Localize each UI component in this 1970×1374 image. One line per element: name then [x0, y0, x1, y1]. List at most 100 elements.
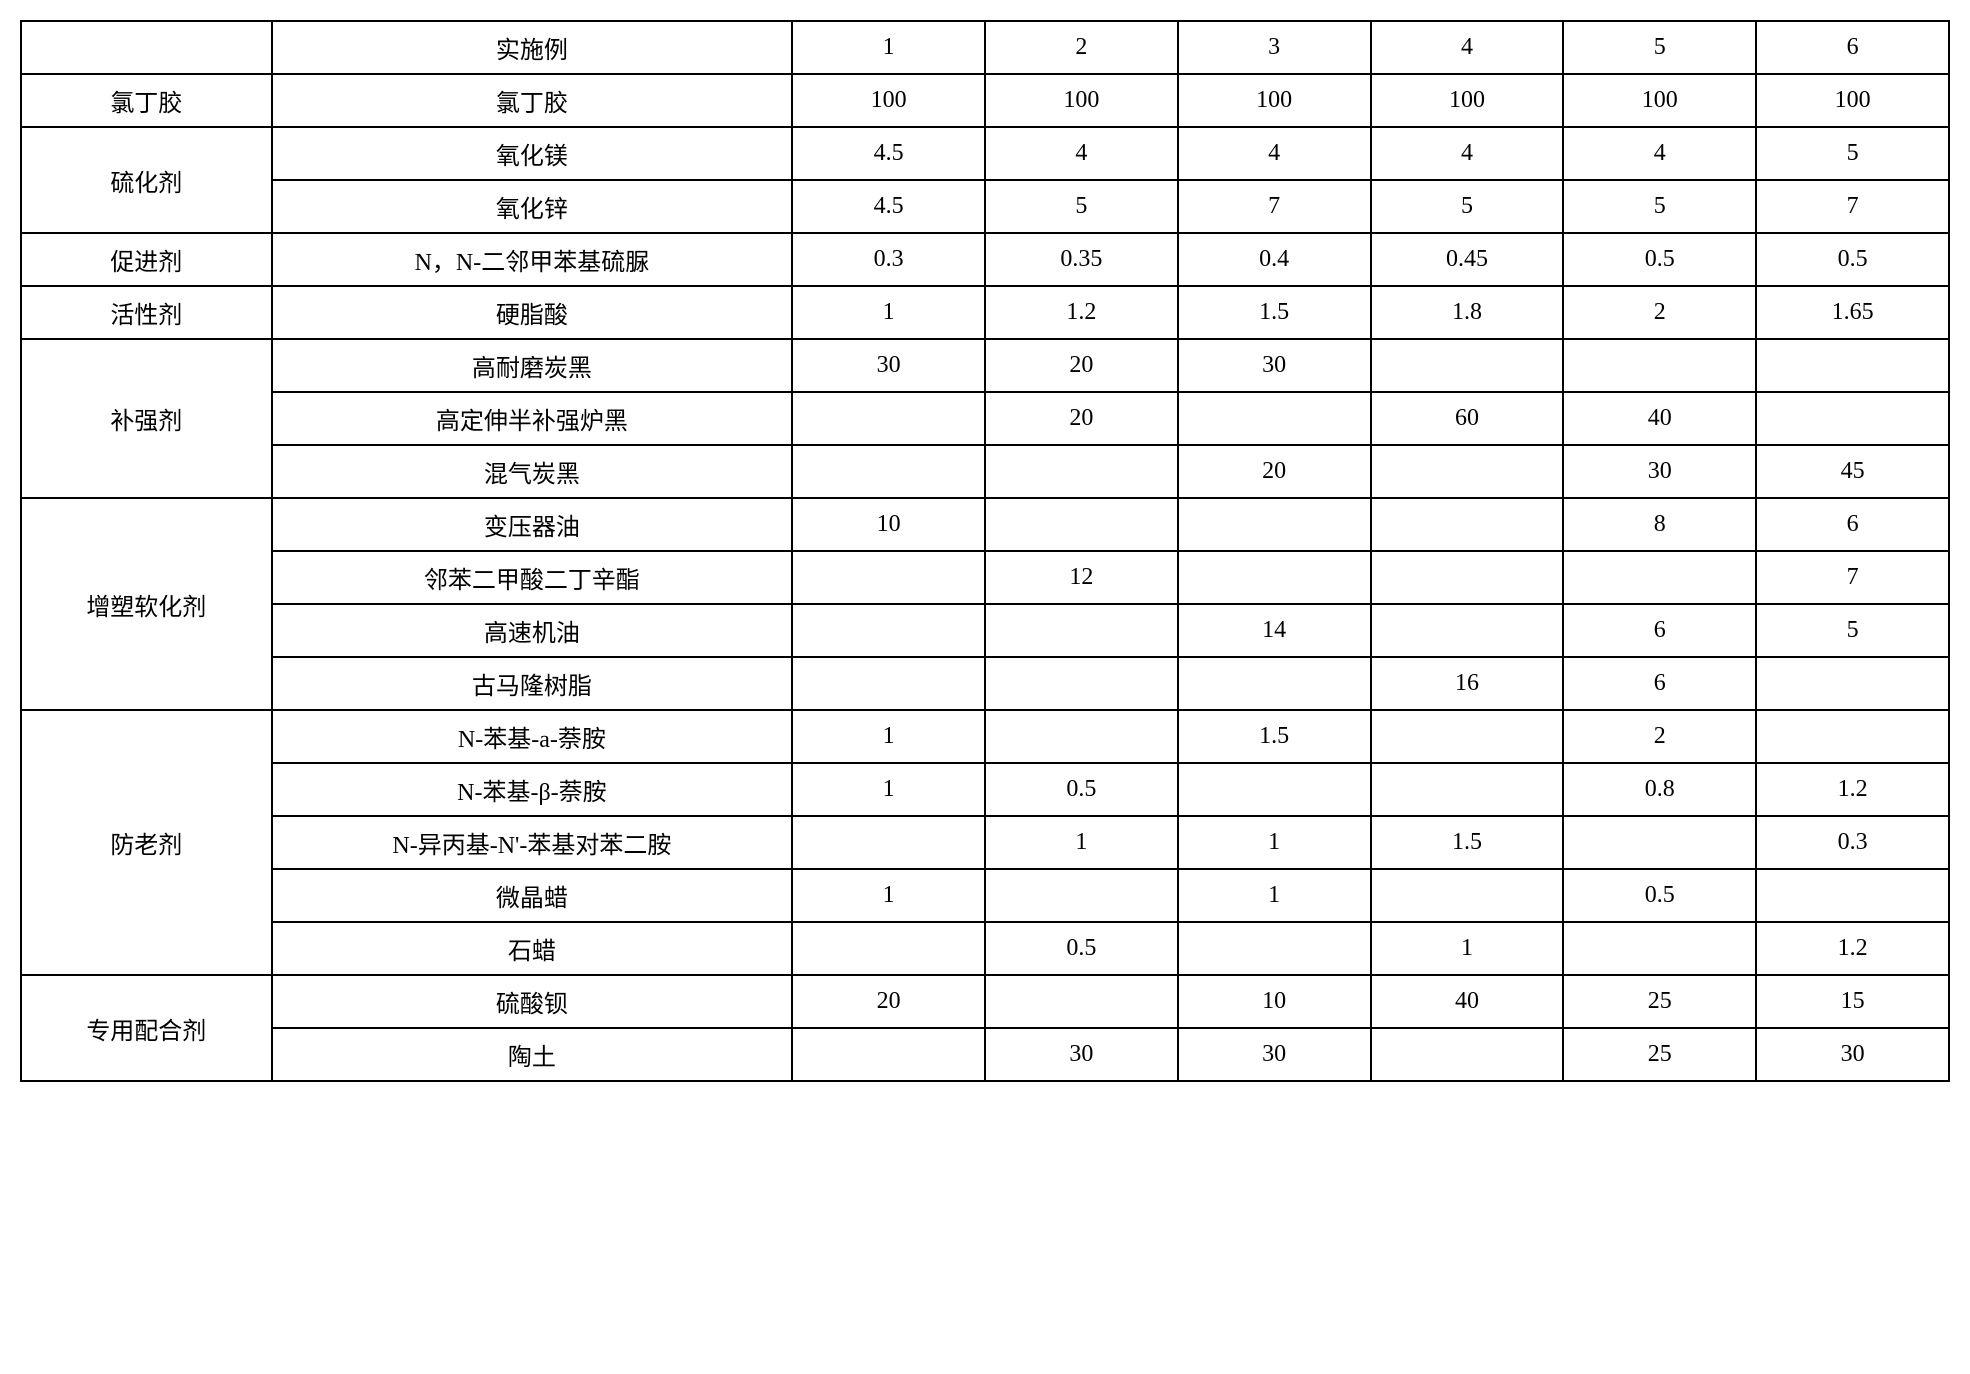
ingredient-label: 高定伸半补强炉黑 [272, 392, 793, 445]
value-cell: 40 [1371, 975, 1564, 1028]
value-cell [792, 604, 985, 657]
table-row: 促进剂N，N-二邻甲苯基硫脲0.30.350.40.450.50.5 [21, 233, 1949, 286]
value-cell [1371, 339, 1564, 392]
ingredient-label: N-苯基-a-萘胺 [272, 710, 793, 763]
table-row: N-苯基-β-萘胺10.50.81.2 [21, 763, 1949, 816]
value-cell [1563, 339, 1756, 392]
header-col-3: 3 [1178, 21, 1371, 74]
ingredient-label: 高耐磨炭黑 [272, 339, 793, 392]
value-cell: 10 [792, 498, 985, 551]
value-cell: 0.4 [1178, 233, 1371, 286]
table-body: 实施例123456氯丁胶氯丁胶100100100100100100硫化剂氧化镁4… [21, 21, 1949, 1081]
category-cell: 补强剂 [21, 339, 272, 498]
table-row: 硫化剂氧化镁4.544445 [21, 127, 1949, 180]
value-cell: 16 [1371, 657, 1564, 710]
value-cell [1371, 445, 1564, 498]
value-cell: 20 [792, 975, 985, 1028]
value-cell [1371, 763, 1564, 816]
table-row: 活性剂硬脂酸11.21.51.821.65 [21, 286, 1949, 339]
value-cell: 100 [1371, 74, 1564, 127]
value-cell: 30 [792, 339, 985, 392]
value-cell: 0.5 [1563, 233, 1756, 286]
value-cell [792, 392, 985, 445]
table-header-row: 实施例123456 [21, 21, 1949, 74]
ingredient-label: 硫酸钡 [272, 975, 793, 1028]
header-col-5: 5 [1563, 21, 1756, 74]
value-cell [1563, 551, 1756, 604]
ingredient-label: N-异丙基-N'-苯基对苯二胺 [272, 816, 793, 869]
value-cell [792, 657, 985, 710]
value-cell: 1 [985, 816, 1178, 869]
value-cell [1756, 392, 1949, 445]
ingredient-label: 微晶蜡 [272, 869, 793, 922]
table-row: 石蜡0.511.2 [21, 922, 1949, 975]
value-cell: 60 [1371, 392, 1564, 445]
value-cell [1178, 551, 1371, 604]
value-cell: 20 [985, 339, 1178, 392]
table-row: 补强剂高耐磨炭黑302030 [21, 339, 1949, 392]
value-cell [1756, 657, 1949, 710]
value-cell: 0.35 [985, 233, 1178, 286]
value-cell: 12 [985, 551, 1178, 604]
value-cell [1178, 498, 1371, 551]
ingredient-label: 硬脂酸 [272, 286, 793, 339]
value-cell: 1.8 [1371, 286, 1564, 339]
value-cell: 5 [1756, 127, 1949, 180]
value-cell: 2 [1563, 286, 1756, 339]
ingredient-label: 混气炭黑 [272, 445, 793, 498]
table-row: 防老剂N-苯基-a-萘胺11.52 [21, 710, 1949, 763]
category-cell: 防老剂 [21, 710, 272, 975]
value-cell [1178, 922, 1371, 975]
value-cell: 4.5 [792, 127, 985, 180]
ingredient-label: 高速机油 [272, 604, 793, 657]
header-col-2: 2 [985, 21, 1178, 74]
value-cell: 7 [1756, 180, 1949, 233]
value-cell: 5 [1563, 180, 1756, 233]
value-cell: 1.5 [1178, 286, 1371, 339]
value-cell: 45 [1756, 445, 1949, 498]
table-row: 微晶蜡110.5 [21, 869, 1949, 922]
value-cell: 100 [1178, 74, 1371, 127]
value-cell [1178, 392, 1371, 445]
value-cell: 7 [1178, 180, 1371, 233]
value-cell: 100 [1756, 74, 1949, 127]
category-cell: 增塑软化剂 [21, 498, 272, 710]
value-cell: 1.2 [1756, 763, 1949, 816]
value-cell [1371, 710, 1564, 763]
value-cell [792, 816, 985, 869]
table-row: 增塑软化剂变压器油1086 [21, 498, 1949, 551]
value-cell [792, 551, 985, 604]
value-cell [1371, 551, 1564, 604]
value-cell [1756, 710, 1949, 763]
value-cell: 1 [1178, 869, 1371, 922]
value-cell: 8 [1563, 498, 1756, 551]
table-row: 氯丁胶氯丁胶100100100100100100 [21, 74, 1949, 127]
category-cell: 活性剂 [21, 286, 272, 339]
value-cell [985, 710, 1178, 763]
ingredient-label: 陶土 [272, 1028, 793, 1081]
value-cell [1563, 922, 1756, 975]
value-cell [1178, 657, 1371, 710]
table-row: N-异丙基-N'-苯基对苯二胺111.50.3 [21, 816, 1949, 869]
value-cell: 1 [792, 286, 985, 339]
value-cell [985, 657, 1178, 710]
value-cell: 1 [1178, 816, 1371, 869]
value-cell [792, 922, 985, 975]
value-cell: 7 [1756, 551, 1949, 604]
header-col-6: 6 [1756, 21, 1949, 74]
category-cell: 促进剂 [21, 233, 272, 286]
value-cell: 4.5 [792, 180, 985, 233]
value-cell: 30 [1756, 1028, 1949, 1081]
header-col-4: 4 [1371, 21, 1564, 74]
value-cell [1756, 869, 1949, 922]
value-cell: 0.8 [1563, 763, 1756, 816]
value-cell [985, 975, 1178, 1028]
value-cell: 1.5 [1178, 710, 1371, 763]
value-cell: 20 [1178, 445, 1371, 498]
ingredient-label: 邻苯二甲酸二丁辛酯 [272, 551, 793, 604]
value-cell: 6 [1756, 498, 1949, 551]
table-row: 邻苯二甲酸二丁辛酯 12 7 [21, 551, 1949, 604]
value-cell: 6 [1563, 604, 1756, 657]
value-cell: 4 [985, 127, 1178, 180]
value-cell [792, 445, 985, 498]
